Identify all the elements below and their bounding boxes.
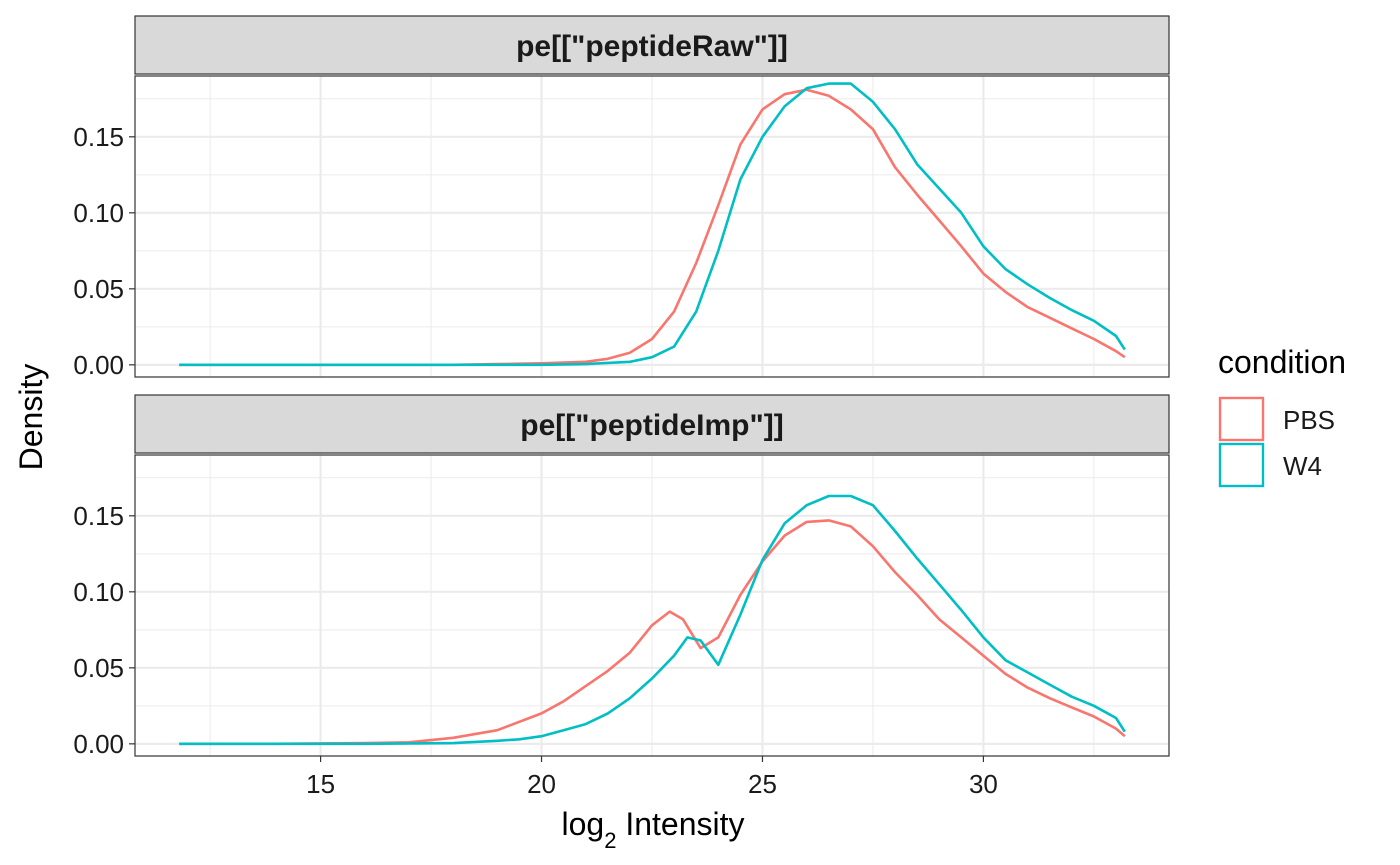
facet-panel: pe[["peptideRaw"]] 0.00 0.05 0.10 0.15	[73, 15, 1170, 380]
facet-strip	[134, 15, 1170, 75]
x-tick-label: 15	[306, 769, 335, 799]
legend-item-w4: W4	[1218, 442, 1322, 488]
legend-label: W4	[1283, 451, 1322, 481]
x-tick-label: 30	[969, 769, 998, 799]
y-tick-label: 0.05	[73, 653, 124, 683]
facet-title: pe[["peptideImp"]]	[520, 409, 783, 442]
x-tick-label: 20	[527, 769, 556, 799]
legend-item-pbs: PBS	[1218, 396, 1335, 442]
legend: condition PBS W4	[1218, 344, 1346, 488]
legend-title: condition	[1218, 344, 1346, 380]
panel-border	[134, 75, 1170, 378]
x-axis-label-main: log	[561, 806, 604, 842]
x-tick-label: 25	[748, 769, 777, 799]
legend-label: PBS	[1283, 405, 1335, 435]
y-tick-label: 0.15	[73, 501, 124, 531]
y-axis-label: Density	[13, 364, 49, 471]
y-tick-label: 0.00	[73, 729, 124, 759]
legend-key	[1218, 396, 1265, 442]
x-axis-label: log2 Intensity	[561, 806, 744, 853]
facet-strip	[134, 394, 1170, 454]
density-line-w4	[179, 82, 1126, 367]
density-line-w4	[179, 494, 1126, 746]
facet-panel: pe[["peptideImp"]] 0.00 0.05 0.10 0.15	[73, 394, 1170, 759]
density-line-pbs	[179, 88, 1126, 367]
legend-items: PBS W4	[1218, 396, 1335, 488]
facet-panels: pe[["peptideRaw"]]0.000.050.100.15pe[["p…	[73, 15, 1170, 759]
y-tick-label: 0.05	[73, 274, 124, 304]
x-axis-label-subscript: 2	[604, 828, 616, 853]
y-tick-label: 0.00	[73, 350, 124, 380]
y-tick-label: 0.10	[73, 577, 124, 607]
panel-border	[134, 454, 1170, 757]
y-tick-label: 0.15	[73, 122, 124, 152]
x-axis-label-rest: Intensity	[616, 806, 744, 842]
facet-title: pe[["peptideRaw"]]	[516, 30, 788, 63]
y-tick-label: 0.10	[73, 198, 124, 228]
x-axis: 15 20 25 30	[306, 756, 998, 799]
legend-key	[1218, 442, 1265, 488]
